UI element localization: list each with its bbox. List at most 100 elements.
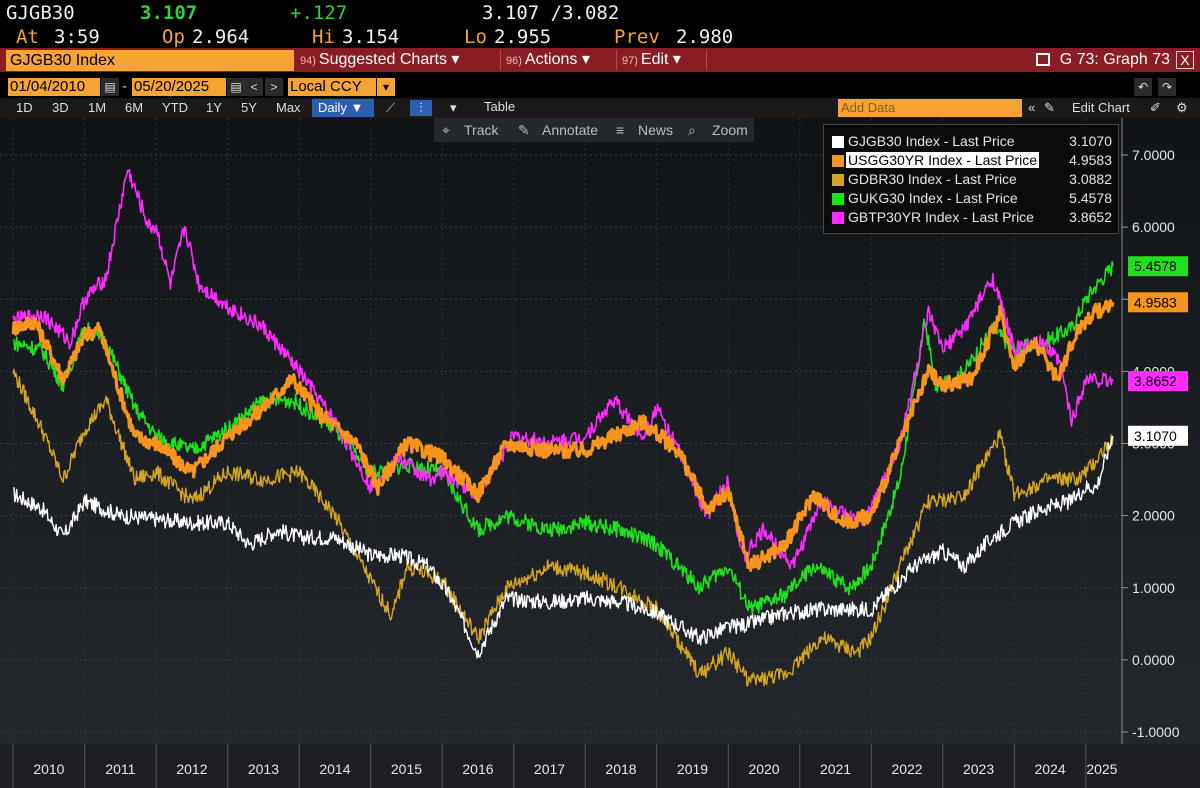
add-data-input[interactable]: Add Data (838, 99, 1022, 117)
legend-swatch (832, 136, 844, 148)
zoom-button[interactable]: Zoom (712, 122, 748, 138)
legend-label: GUKG30 Index - Last Price (848, 190, 1018, 206)
ticker: GJGB30 (6, 2, 75, 24)
undo-icon[interactable]: ↶ (1134, 78, 1152, 96)
chevron-down-icon[interactable]: ▾ (450, 100, 457, 115)
crosshair-icon[interactable]: ⌖ (442, 122, 450, 138)
export-icon[interactable] (1035, 53, 1050, 66)
edit-icon[interactable]: ✐ (1150, 100, 1161, 115)
x-tick-label: 2012 (176, 761, 207, 777)
period-5y[interactable]: 5Y (241, 100, 257, 115)
frequency-select[interactable]: Daily ▼ (312, 99, 374, 117)
legend-item[interactable]: GJGB30 Index - Last Price 3.1070 (832, 133, 1116, 151)
legend-value: 3.1070 (1069, 133, 1112, 149)
graph-label: G 73: Graph 73 (1059, 51, 1170, 68)
calendar-icon[interactable]: ▤ (227, 78, 245, 96)
period-max[interactable]: Max (276, 100, 301, 115)
line-chart-icon[interactable]: ⟋ (386, 100, 396, 115)
graph-name[interactable]: G 73: Graph 73 (1035, 48, 1170, 72)
period-1y[interactable]: 1Y (206, 100, 222, 115)
legend-item[interactable]: GBTP30YR Index - Last Price 3.8652 (832, 209, 1116, 227)
last-price: 3.107 (140, 2, 198, 24)
edit-menu[interactable]: 97) Edit ▾ (622, 48, 681, 72)
prev-label: Prev (614, 26, 660, 48)
last-value-tag (1128, 371, 1188, 392)
chevron-down-icon[interactable]: ▾ (377, 78, 395, 96)
zoom-icon[interactable]: ⌕ (688, 122, 696, 138)
legend: GJGB30 Index - Last Price 3.1070 USGG30Y… (823, 124, 1119, 234)
date-separator: - (122, 78, 127, 95)
x-tick-label: 2025 (1086, 761, 1117, 777)
menu-number: 96) (506, 55, 522, 67)
period-ytd[interactable]: YTD (162, 100, 188, 115)
bar-chart-icon[interactable]: ⫶ (410, 100, 432, 116)
legend-swatch (832, 174, 844, 186)
period-6m[interactable]: 6M (125, 100, 144, 115)
low-value: 2.955 (494, 26, 552, 48)
legend-item[interactable]: USGG30YR Index - Last Price 4.9583 (832, 152, 1116, 170)
y-tick-label: 2.0000 (1132, 508, 1175, 524)
last-value-label: 4.9583 (1134, 294, 1177, 310)
currency-select[interactable]: Local CCY (288, 78, 376, 96)
close-icon[interactable]: X (1176, 51, 1194, 69)
x-axis: 2010 2011 2012 2013 2014 2015 2016 2017 2018 2019… (0, 744, 1200, 788)
series-line (11, 299, 1115, 572)
calendar-icon[interactable]: ▤ (101, 78, 119, 96)
redo-icon[interactable]: ↷ (1158, 78, 1176, 96)
x-tick-label: 2021 (820, 761, 851, 777)
y-tick-label: -1.0000 (1132, 724, 1180, 740)
annotate-icon[interactable]: ✎ (518, 122, 530, 138)
prev-value: 2.980 (676, 26, 734, 48)
x-tick-label: 2018 (605, 761, 636, 777)
pencil-icon[interactable]: ✎ (1044, 100, 1055, 115)
news-icon[interactable]: ≡ (616, 122, 625, 138)
series-line (13, 435, 1114, 659)
collapse-icon[interactable]: « (1028, 100, 1036, 115)
track-button[interactable]: Track (464, 122, 499, 138)
legend-swatch (832, 212, 844, 224)
period-3d[interactable]: 3D (52, 100, 69, 115)
edit-chart-button[interactable]: Edit Chart (1072, 100, 1130, 115)
period-1m[interactable]: 1M (88, 100, 107, 115)
security-field[interactable]: GJGB30 Index (6, 50, 294, 71)
last-value-tags: 5.4578 4.9583 3.8652 3.1070 (1128, 256, 1188, 446)
last-value-label: 5.4578 (1134, 258, 1177, 274)
menu-number: 97) (622, 55, 638, 67)
title-bar: GJGB30 Index 94) Suggested Charts ▾ 96) Ac… (0, 48, 1200, 72)
legend-value: 4.9583 (1069, 152, 1112, 168)
last-value-tag (1128, 292, 1188, 313)
x-tick-label: 2010 (33, 761, 64, 777)
quote-header: GJGB30 3.107 +.127 3.107 /3.082 At 3:59 … (0, 0, 1200, 48)
x-tick-label: 2019 (677, 761, 708, 777)
time-label: At (16, 26, 39, 48)
legend-item[interactable]: GDBR30 Index - Last Price 3.0882 (832, 171, 1116, 189)
menu-divider (616, 50, 617, 70)
actions-menu[interactable]: 96) Actions ▾ (506, 48, 590, 72)
menu-label: Edit ▾ (640, 51, 681, 68)
start-date-field[interactable]: 01/04/2010 (8, 78, 100, 96)
annotate-button[interactable]: Annotate (542, 122, 599, 138)
legend-value: 3.0882 (1069, 171, 1112, 187)
menu-number: 94) (300, 55, 316, 67)
chevron-right-icon[interactable]: > (265, 78, 283, 96)
x-tick-label: 2013 (248, 761, 279, 777)
table-button[interactable]: Table (484, 99, 516, 114)
legend-label: GDBR30 Index - Last Price (848, 171, 1017, 187)
period-row: 1D 3D 1M 6M YTD 1Y 5Y Max Daily ▼ ⟋ ⫶ ▾ … (0, 98, 1200, 118)
x-tick-label: 2016 (462, 761, 493, 777)
chevron-left-icon[interactable]: < (245, 78, 263, 96)
period-1d[interactable]: 1D (16, 100, 33, 115)
gear-icon[interactable]: ⚙ (1176, 100, 1188, 115)
legend-item[interactable]: GUKG30 Index - Last Price 5.4578 (832, 190, 1116, 208)
high-label: Hi (312, 26, 335, 48)
news-button[interactable]: News (638, 122, 674, 138)
x-tick-label: 2023 (963, 761, 994, 777)
x-tick-label: 2022 (891, 761, 922, 777)
menu-label: Suggested Charts ▾ (318, 51, 460, 68)
y-tick-label: 0.0000 (1132, 652, 1175, 668)
suggested-charts-menu[interactable]: 94) Suggested Charts ▾ (300, 48, 459, 72)
legend-swatch (832, 155, 844, 167)
series-line (12, 368, 1114, 687)
x-tick-label: 2015 (391, 761, 422, 777)
end-date-field[interactable]: 05/20/2025 (132, 78, 226, 96)
